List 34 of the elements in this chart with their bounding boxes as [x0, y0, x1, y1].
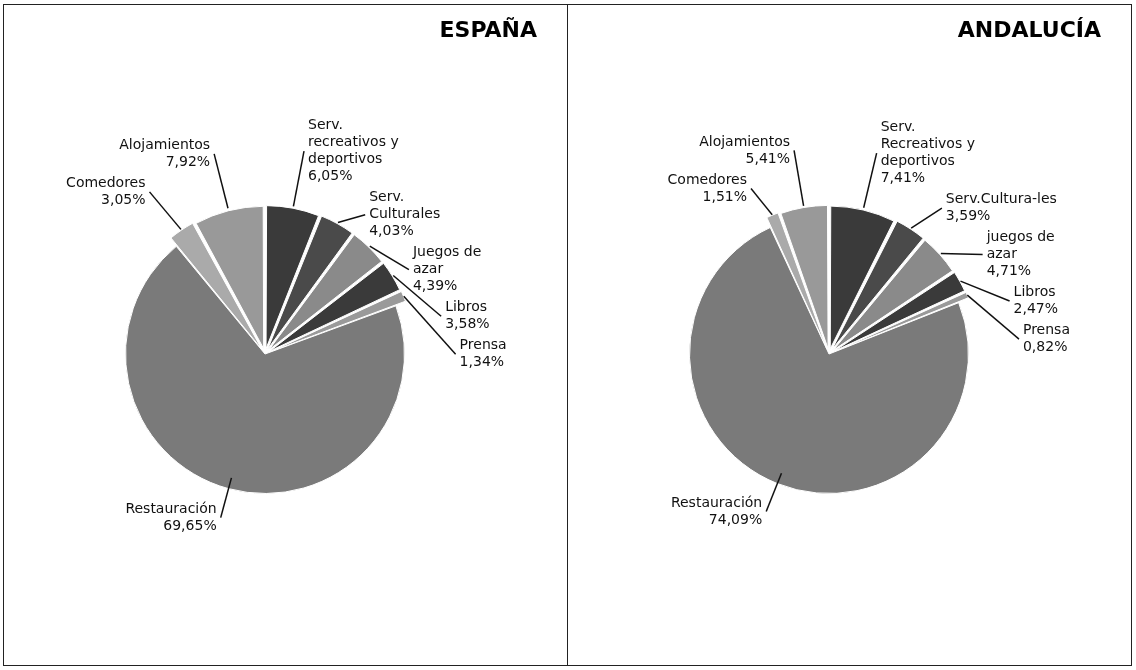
slice-label: Serv. Culturales [369, 188, 441, 222]
slice-label: Prensa [459, 336, 507, 353]
slice-label: Restauración [125, 499, 217, 516]
data-label: 69,65% [163, 516, 217, 533]
slice-label: juegos de azar [985, 228, 1055, 262]
slice-label: Serv.Cultura-les [945, 190, 1057, 207]
chart-title: ANDALUCÍA [957, 17, 1101, 42]
data-label: 4,03% [369, 222, 414, 239]
slice-label: Serv. Recreativos y deportivos [880, 118, 975, 169]
slice-label: Libros [1013, 283, 1056, 300]
slice-label: Alojamientos [699, 132, 791, 149]
chart-title: ESPAÑA [439, 17, 537, 42]
data-label: 4,71% [986, 262, 1032, 279]
data-label: 6,05% [308, 167, 353, 184]
slice-label: Alojamientos [119, 136, 211, 152]
slice-label: Comedores [66, 174, 146, 190]
data-label: 4,39% [412, 277, 458, 294]
data-label: 7,41% [880, 169, 926, 186]
data-label: 1,34% [459, 353, 505, 370]
slice-label: Comedores [667, 170, 747, 187]
slice-label: Libros [445, 298, 488, 315]
data-label: 3,59% [945, 207, 991, 224]
data-label: 7,92% [165, 153, 211, 169]
slice-label: Juegos de azar [411, 243, 482, 277]
data-label: 3,58% [445, 315, 490, 332]
data-label: 3,05% [101, 191, 146, 207]
data-label: 2,47% [1013, 300, 1059, 317]
data-label: 1,51% [702, 187, 747, 204]
data-label: 5,41% [745, 149, 791, 166]
data-label: 0,82% [1022, 338, 1068, 355]
data-label: 74,09% [708, 510, 763, 527]
slice-label: Serv. recreativos y deportivos [308, 116, 399, 167]
slice-label: Restauración [670, 493, 763, 510]
slice-label: Prensa [1022, 321, 1070, 338]
